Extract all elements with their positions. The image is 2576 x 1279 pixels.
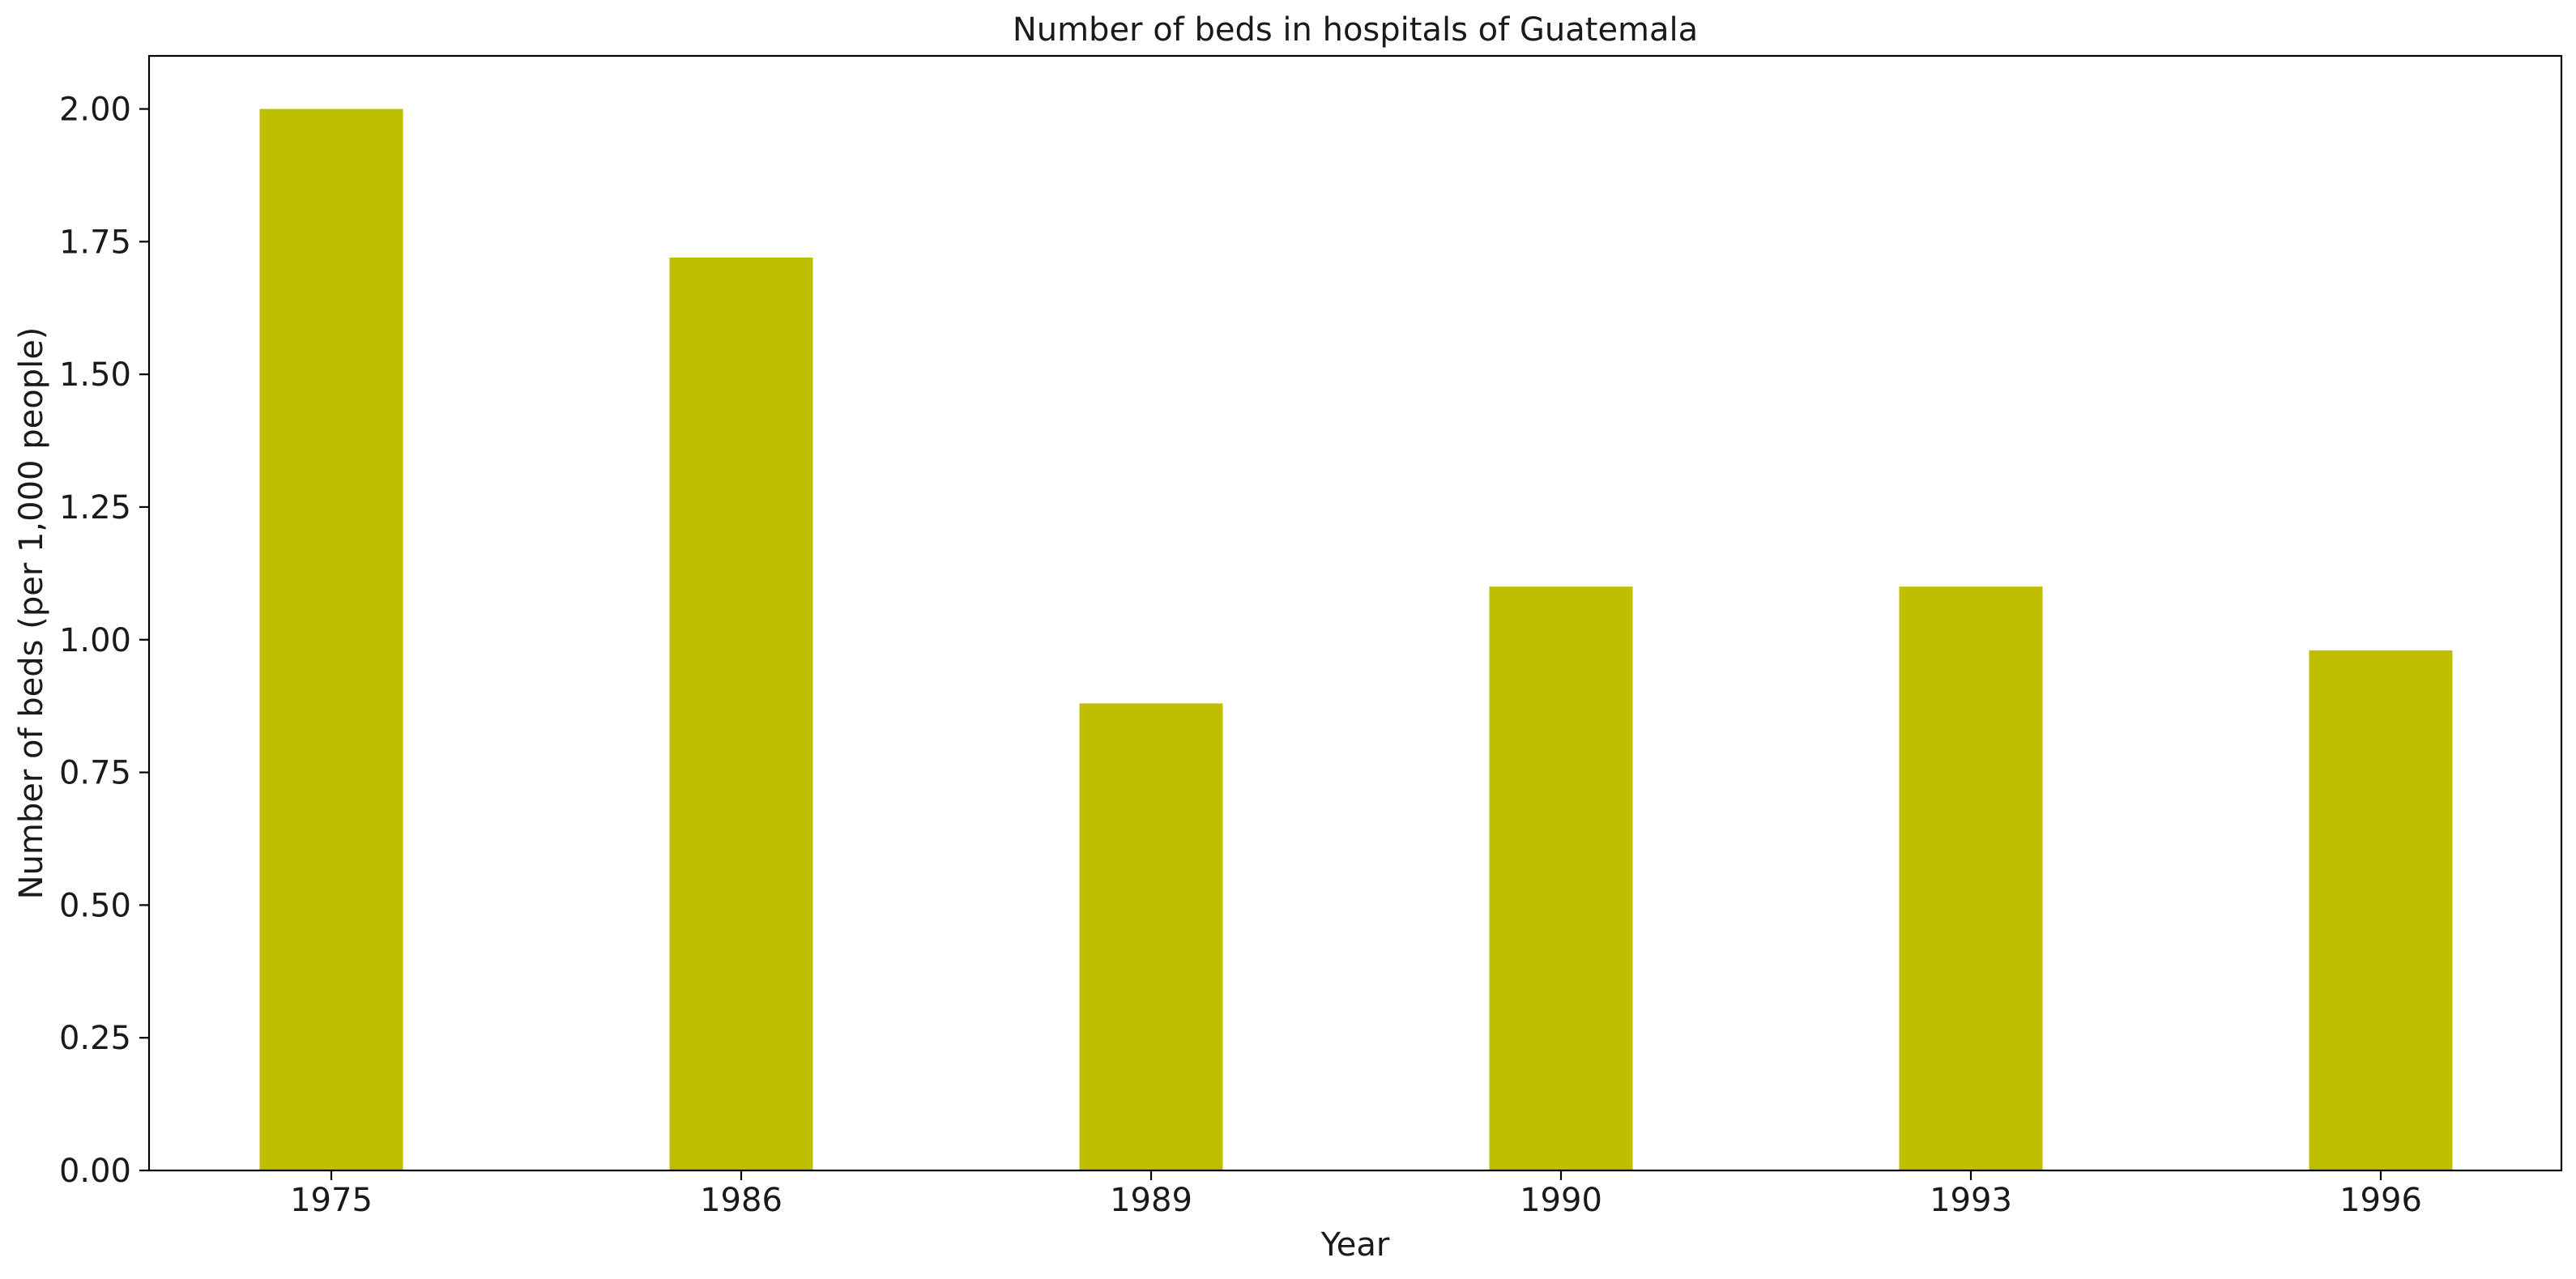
bar-1989 bbox=[1079, 703, 1223, 1170]
y-tick-label: 1.50 bbox=[59, 356, 131, 394]
y-tick-label: 1.00 bbox=[59, 622, 131, 659]
x-tick-label: 1975 bbox=[290, 1182, 373, 1219]
y-axis-ticks: 0.00 0.25 0.50 0.75 1.00 1.25 1.50 1.75 2.00 bbox=[59, 92, 149, 1190]
y-tick-label: 0.75 bbox=[59, 755, 131, 792]
x-tick-label: 1990 bbox=[1520, 1182, 1602, 1219]
bars-layer bbox=[259, 109, 2453, 1170]
x-tick-label: 1989 bbox=[1110, 1182, 1192, 1219]
x-axis-label: Year bbox=[1320, 1226, 1390, 1264]
bar-1990 bbox=[1489, 586, 1633, 1170]
y-tick-label: 0.00 bbox=[59, 1153, 131, 1190]
y-tick-label: 1.75 bbox=[59, 224, 131, 261]
x-axis-ticks: 1975 1986 1989 1990 1993 1996 bbox=[290, 1170, 2422, 1219]
plot-frame bbox=[147, 54, 2563, 1172]
x-tick-label: 1986 bbox=[700, 1182, 783, 1219]
chart-title: Number of beds in hospitals of Guatemala bbox=[1013, 11, 1698, 49]
y-tick-label: 2.00 bbox=[59, 92, 131, 129]
y-tick-label: 0.50 bbox=[59, 887, 131, 924]
bar-1986 bbox=[669, 258, 813, 1170]
y-tick-label: 1.25 bbox=[59, 489, 131, 527]
y-tick-label: 0.25 bbox=[59, 1020, 131, 1057]
x-tick-label: 1993 bbox=[1930, 1182, 2012, 1219]
y-axis-label: Number of beds (per 1,000 people) bbox=[13, 327, 50, 900]
bar-1996 bbox=[2309, 650, 2453, 1170]
x-tick-label: 1996 bbox=[2339, 1182, 2422, 1219]
bar-1993 bbox=[1899, 586, 2043, 1170]
bar-1975 bbox=[259, 109, 403, 1170]
